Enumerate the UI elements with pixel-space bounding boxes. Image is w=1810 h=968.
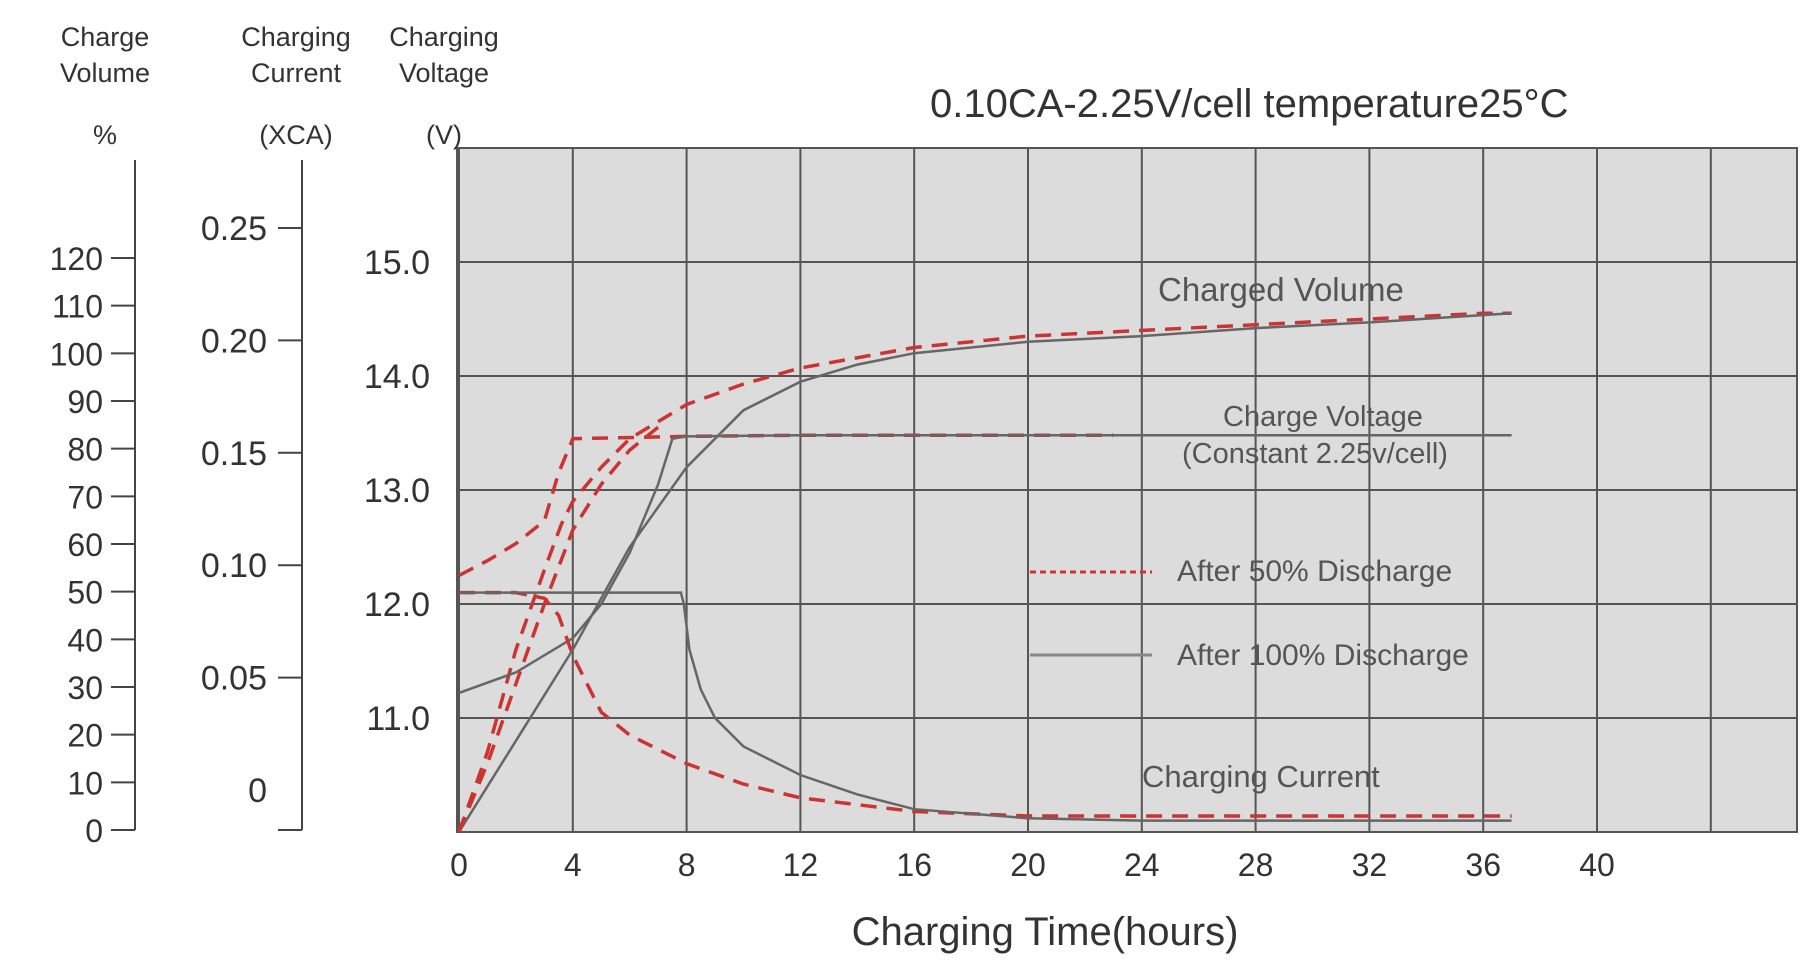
x-axis: 0 4 8 12 16 20 24 28 32 36 40 xyxy=(450,847,1615,883)
volume-tick-label: 40 xyxy=(67,622,103,658)
chart-title: 0.10CA-2.25V/cell temperature25°C xyxy=(930,82,1569,126)
x-tick-label: 4 xyxy=(564,847,582,883)
x-tick-label: 40 xyxy=(1579,847,1615,883)
current-tick-label: 0.15 xyxy=(201,435,267,473)
x-tick-label: 20 xyxy=(1010,847,1046,883)
left-axes: Charge Volume% Charging Current (XCA) Chargin… xyxy=(50,22,499,849)
x-tick-label: 8 xyxy=(678,847,696,883)
x-tick-label: 28 xyxy=(1238,847,1274,883)
voltage-tick-label: 12.0 xyxy=(364,586,430,624)
volume-tick-label: 30 xyxy=(67,670,103,706)
annotation-charged-volume: Charged Volume xyxy=(1158,271,1404,308)
current-axis-label: Charging xyxy=(241,22,351,52)
series-line-0 xyxy=(457,311,1512,833)
volume-tick-label: 90 xyxy=(67,384,103,420)
voltage-tick-label: 13.0 xyxy=(364,472,430,510)
legend: After 50% Discharge After 100% Discharge xyxy=(1030,555,1469,672)
volume-tick-label: 80 xyxy=(67,432,103,468)
legend-label-50: After 50% Discharge xyxy=(1177,555,1452,588)
annotation-charge-voltage: Charge Voltage xyxy=(1223,401,1423,433)
x-tick-label: 36 xyxy=(1465,847,1501,883)
volume-tick-label: 50 xyxy=(67,575,103,611)
current-tick-label: 0.05 xyxy=(201,660,267,698)
volume-tick-label: 20 xyxy=(67,718,103,754)
series-line-1 xyxy=(457,312,1512,833)
volume-tick-label: 110 xyxy=(52,289,103,325)
series-line-2 xyxy=(458,433,1114,578)
current-tick-label: 0.20 xyxy=(201,322,267,360)
current-tick-label: 0 xyxy=(248,772,267,810)
x-tick-label: 16 xyxy=(896,847,932,883)
series-line-5 xyxy=(459,591,1512,822)
volume-axis-unit: % xyxy=(93,120,117,150)
voltage-tick-label: 15.0 xyxy=(364,244,430,282)
volume-tick-label: 0 xyxy=(85,813,103,849)
current-axis-label: Current xyxy=(251,58,342,88)
legend-label-100: After 100% Discharge xyxy=(1177,639,1469,672)
voltage-tick-label: 11.0 xyxy=(366,700,430,738)
voltage-axis-unit: (V) xyxy=(426,120,462,150)
x-axis-label: Charging Time(hours) xyxy=(852,910,1239,954)
volume-tick-label: 60 xyxy=(67,527,103,563)
grid xyxy=(457,148,1797,832)
volume-axis-label: Charge xyxy=(61,22,150,52)
volume-tick-label: 10 xyxy=(67,765,103,801)
annotation-charge-voltage-constant: (Constant 2.25v/cell) xyxy=(1182,438,1448,470)
current-tick-label: 0.10 xyxy=(201,547,267,585)
current-tick-label: 0.25 xyxy=(201,210,267,248)
voltage-axis-label: Voltage xyxy=(399,58,489,88)
x-tick-label: 0 xyxy=(450,847,468,883)
series-line-6 xyxy=(457,425,660,833)
voltage-tick-label: 14.0 xyxy=(364,358,430,396)
series-line-3 xyxy=(458,434,1512,695)
volume-axis-label: Volume xyxy=(60,58,150,88)
x-tick-label: 12 xyxy=(783,847,819,883)
voltage-axis-label: Charging xyxy=(389,22,499,52)
volume-tick-label: 100 xyxy=(50,336,103,372)
x-tick-label: 32 xyxy=(1352,847,1388,883)
current-axis-unit: (XCA) xyxy=(259,120,333,150)
x-tick-label: 24 xyxy=(1124,847,1160,883)
series-layer xyxy=(457,311,1512,833)
volume-tick-label: 70 xyxy=(67,479,103,515)
volume-tick-label: 120 xyxy=(50,241,103,277)
annotation-charging-current: Charging Current xyxy=(1142,759,1380,794)
